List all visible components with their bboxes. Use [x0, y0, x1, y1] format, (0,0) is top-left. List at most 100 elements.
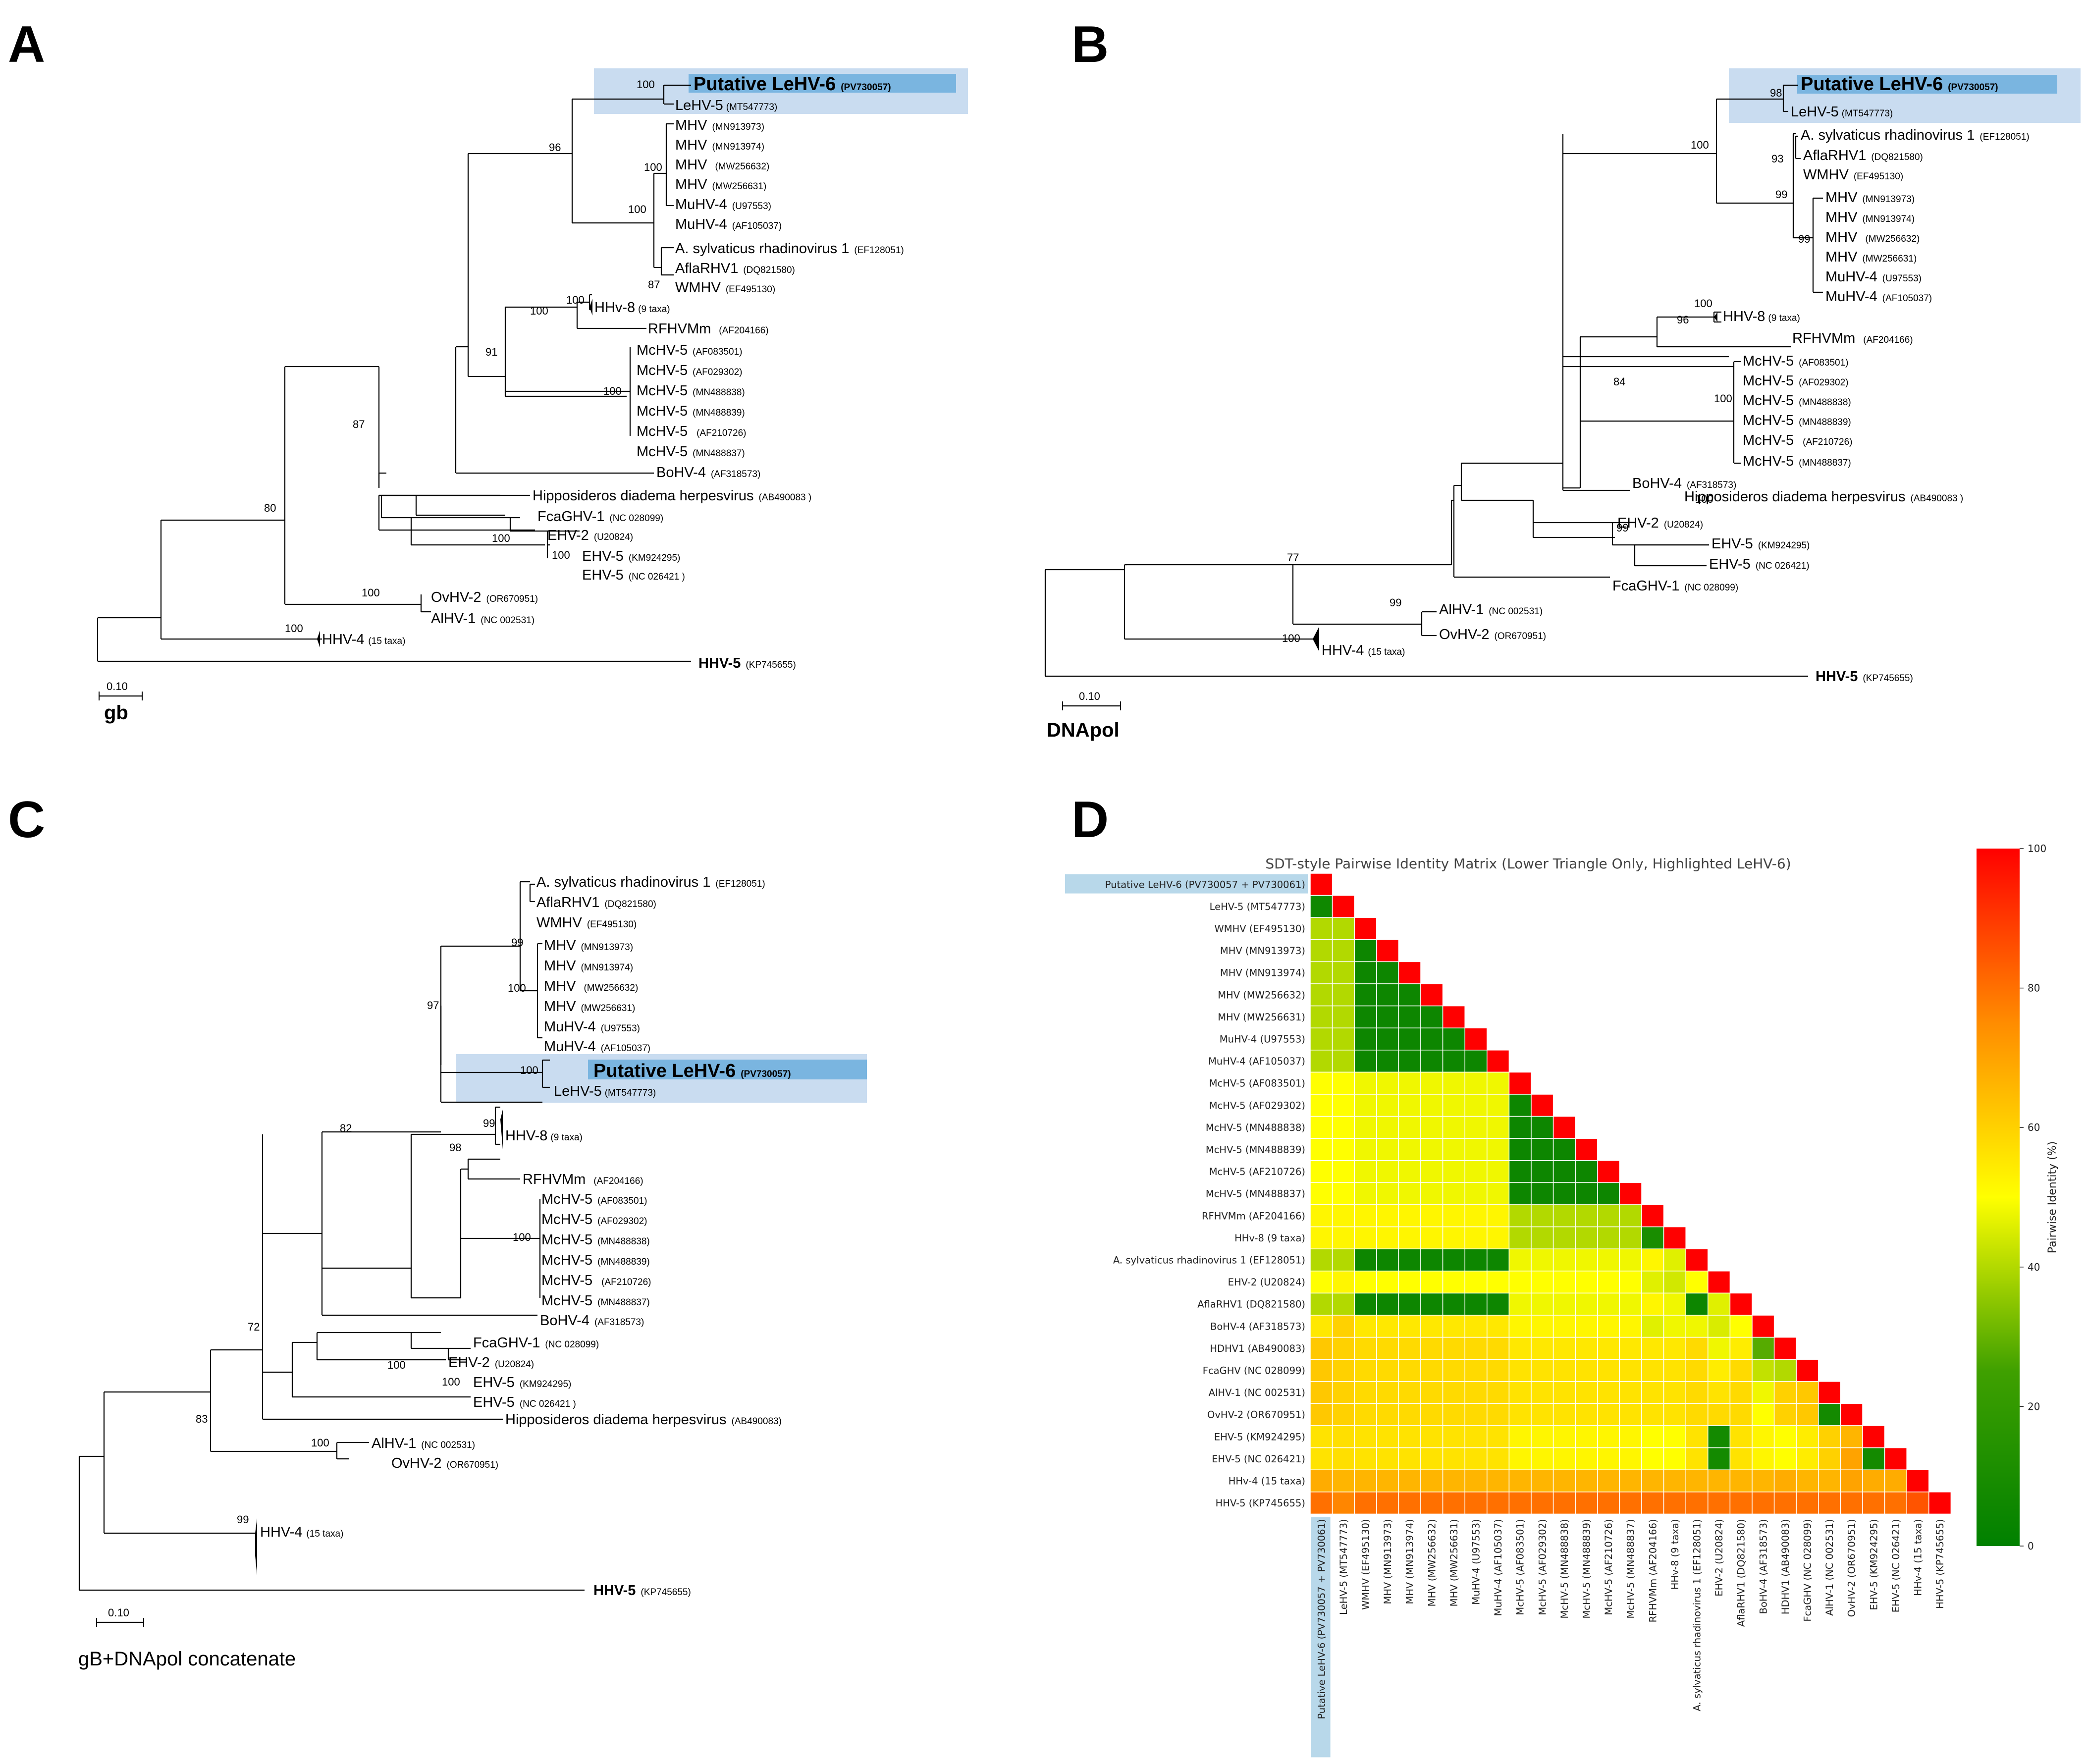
bootstrap-value: 91: [485, 346, 497, 358]
heatmap-cell: [1420, 1138, 1444, 1161]
heatmap-cell: [1818, 1381, 1841, 1404]
heatmap-cell: [1464, 1226, 1488, 1249]
heatmap-row-label: MHV (MN913973): [1220, 945, 1305, 957]
bootstrap-value: 99: [1616, 522, 1628, 534]
heatmap-row-label: McHV-5 (MN488838): [1206, 1122, 1305, 1133]
heatmap-row-label: AflaRHV1 (DQ821580): [1197, 1299, 1305, 1310]
tree-a-labels: Putative LeHV-6 (PV730057) LeHV-5 (MT54777…: [322, 74, 904, 671]
bootstrap-value: 100: [362, 587, 380, 599]
heatmap-cell: [1928, 1492, 1952, 1515]
heatmap-cell: [1376, 1094, 1399, 1117]
heatmap-cell: [1508, 1138, 1532, 1161]
taxon-label: McHV-5 (AF083501): [541, 1191, 647, 1207]
heatmap-cell: [1663, 1271, 1686, 1294]
heatmap-cell: [1508, 1315, 1532, 1338]
heatmap-cell: [1354, 1182, 1377, 1205]
heatmap-cell: [1708, 1447, 1731, 1470]
taxon-label: RFHVMm (AF204166): [1792, 330, 1913, 346]
heatmap-cell: [1354, 1492, 1377, 1515]
heatmap-cell: [1420, 1027, 1444, 1051]
heatmap-cell: [1332, 1027, 1355, 1051]
heatmap-cell: [1619, 1359, 1642, 1382]
heatmap-cell: [1575, 1336, 1598, 1360]
heatmap-cell: [1508, 1336, 1532, 1360]
heatmap-column-label: BoHV-4 (AF318573): [1758, 1519, 1769, 1614]
heatmap-cell: [1531, 1138, 1554, 1161]
taxon-label: AlHV-1 (NC 002531): [1439, 602, 1543, 618]
colorbar-tick-label: 0: [2028, 1540, 2034, 1552]
heatmap-cell: [1531, 1425, 1554, 1448]
taxon-label: EHV-2 (U20824): [547, 528, 633, 543]
heatmap-cell: [1508, 1469, 1532, 1493]
bootstrap-value: 99: [237, 1513, 249, 1526]
heatmap-cell: [1332, 1403, 1355, 1426]
taxon-label: A. sylvaticus rhadinovirus 1 (EF128051): [536, 874, 765, 890]
heatmap-cell: [1663, 1315, 1686, 1338]
colorbar-label: Pairwise Identity (%): [2046, 1141, 2059, 1253]
heatmap-cell: [1354, 1160, 1377, 1183]
heatmap-cell: [1840, 1447, 1863, 1470]
heatmap-cell: [1531, 1204, 1554, 1228]
heatmap-cell: [1575, 1226, 1598, 1249]
heatmap-cell: [1597, 1292, 1620, 1316]
heatmap-cell: [1310, 1315, 1333, 1338]
scale-bar-a: 0.10: [99, 680, 143, 700]
heatmap-cell: [1597, 1226, 1620, 1249]
heatmap-column-label: LeHV-5 (MT547773): [1338, 1519, 1349, 1614]
heatmap-cell: [1796, 1403, 1819, 1426]
heatmap-cell: [1376, 1336, 1399, 1360]
tree-c-branches: [78, 881, 585, 1591]
heatmap-cell: [1552, 1336, 1576, 1360]
heatmap-cell: [1310, 1292, 1333, 1316]
heatmap-cell: [1487, 1425, 1510, 1448]
heatmap-column-label: OvHV-2 (OR670951): [1846, 1519, 1858, 1617]
heatmap-row-label: HDHV1 (AB490083): [1210, 1343, 1305, 1354]
heatmap-cell: [1442, 1359, 1465, 1382]
taxon-label: McHV-5 (AF083501): [1743, 353, 1848, 369]
heatmap-cell: [1729, 1359, 1753, 1382]
heatmap-cell: [1663, 1359, 1686, 1382]
heatmap-row-label: MuHV-4 (U97553): [1220, 1034, 1305, 1045]
panel-label-c: C: [8, 791, 45, 849]
heatmap-cell: [1575, 1204, 1598, 1228]
taxon-label: Putative LeHV-6 (PV730057): [593, 1061, 791, 1081]
heatmap-row-label: RFHVMm (AF204166): [1202, 1210, 1305, 1222]
heatmap-cell: [1862, 1447, 1885, 1470]
gene-label-a: gb: [104, 702, 128, 724]
heatmap-cell: [1442, 1204, 1465, 1228]
heatmap-cell: [1464, 1447, 1488, 1470]
heatmap-cell: [1619, 1403, 1642, 1426]
heatmap-cell: [1597, 1182, 1620, 1205]
heatmap-row-label: Putative LeHV-6 (PV730057 + PV730061): [1105, 879, 1305, 890]
heatmap-cell: [1552, 1315, 1576, 1338]
panel-b: B: [1044, 16, 2081, 741]
heatmap-cell: [1641, 1204, 1664, 1228]
taxon-label: EHV-5 (NC 026421 ): [582, 567, 685, 583]
heatmap-cell: [1354, 1447, 1377, 1470]
heatmap-column-label: AlHV-1 (NC 002531): [1824, 1519, 1835, 1615]
gene-label-b: DNApol: [1047, 719, 1120, 741]
taxon-label: A. sylvaticus rhadinovirus 1 (EF128051): [1801, 127, 2030, 143]
heatmap-cell: [1796, 1469, 1819, 1493]
taxon-label: McHV-5 (MN488837): [637, 444, 745, 460]
heatmap-cell: [1641, 1271, 1664, 1294]
heatmap-cell: [1376, 1027, 1399, 1051]
heatmap-cell: [1552, 1292, 1576, 1316]
heatmap-cell: [1487, 1447, 1510, 1470]
heatmap-cell: [1398, 1336, 1421, 1360]
taxon-label: McHV-5 (MN488839): [637, 403, 745, 419]
bootstrap-value: 96: [1677, 314, 1689, 326]
heatmap-cell: [1464, 1248, 1488, 1272]
heatmap-row-label: EHV-2 (U20824): [1228, 1277, 1305, 1288]
heatmap-cell: [1310, 939, 1333, 962]
heatmap-cell: [1376, 1204, 1399, 1228]
bootstrap-value: 100: [637, 78, 655, 91]
heatmap-cell: [1464, 1315, 1488, 1338]
heatmap-cell: [1442, 1094, 1465, 1117]
heatmap-column-label: EHV-5 (KM924295): [1868, 1519, 1879, 1610]
heatmap-cell: [1575, 1469, 1598, 1493]
heatmap-cell: [1464, 1138, 1488, 1161]
heatmap-cell: [1354, 1027, 1377, 1051]
panel-label-d: D: [1071, 791, 1109, 849]
heatmap-cell: [1310, 1160, 1333, 1183]
